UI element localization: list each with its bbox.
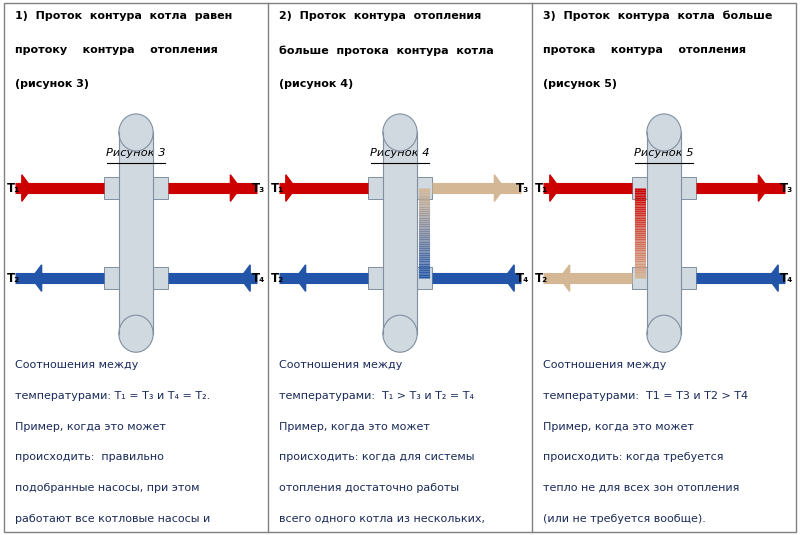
Text: T₃: T₃ — [252, 181, 266, 195]
Polygon shape — [22, 175, 32, 201]
Text: T₂: T₂ — [534, 272, 548, 285]
Text: Соотношения между: Соотношения между — [278, 360, 402, 370]
Text: T₂: T₂ — [270, 272, 284, 285]
Polygon shape — [768, 265, 778, 292]
Text: Пример, когда это может: Пример, когда это может — [14, 422, 166, 432]
Ellipse shape — [119, 315, 153, 352]
Text: Соотношения между: Соотношения между — [14, 360, 138, 370]
Polygon shape — [560, 265, 570, 292]
Text: T₃: T₃ — [516, 181, 530, 195]
Text: (или не требуется вообще).: (или не требуется вообще). — [542, 514, 706, 524]
Text: T₁: T₁ — [6, 181, 20, 195]
Bar — [104, 267, 119, 289]
Polygon shape — [758, 175, 768, 201]
Polygon shape — [230, 175, 240, 201]
Bar — [383, 133, 417, 334]
Text: Пример, когда это может: Пример, когда это может — [278, 422, 430, 432]
Text: всего одного котла из нескольких,: всего одного котла из нескольких, — [278, 514, 485, 524]
Text: температурами:  Т₁ > Т₃ и Т₂ = Т₄: температурами: Т₁ > Т₃ и Т₂ = Т₄ — [278, 391, 474, 401]
Text: Рисунок 4: Рисунок 4 — [370, 148, 430, 158]
Bar — [104, 177, 119, 199]
Text: Соотношения между: Соотношения между — [542, 360, 666, 370]
Text: протоку    контура    отопления: протоку контура отопления — [14, 45, 218, 55]
Polygon shape — [240, 265, 250, 292]
Text: T₃: T₃ — [780, 181, 794, 195]
Bar — [368, 267, 383, 289]
Text: происходить: когда для системы: происходить: когда для системы — [278, 453, 474, 462]
Bar — [647, 133, 681, 334]
Text: происходить: когда требуется: происходить: когда требуется — [542, 453, 723, 462]
Bar — [119, 133, 153, 334]
Text: 3)  Проток  контура  котла  больше: 3) Проток контура котла больше — [542, 11, 772, 21]
Bar — [153, 177, 168, 199]
Polygon shape — [286, 175, 296, 201]
Bar — [417, 267, 432, 289]
Ellipse shape — [647, 315, 681, 352]
Text: 1)  Проток  контура  котла  равен: 1) Проток контура котла равен — [14, 11, 232, 21]
Ellipse shape — [119, 114, 153, 151]
Polygon shape — [494, 175, 504, 201]
Text: T₁: T₁ — [534, 181, 548, 195]
Polygon shape — [550, 175, 560, 201]
Text: Пример, когда это может: Пример, когда это может — [542, 422, 694, 432]
Text: T₂: T₂ — [6, 272, 20, 285]
Text: T₄: T₄ — [516, 272, 530, 285]
Bar — [632, 267, 647, 289]
Text: происходить:  правильно: происходить: правильно — [14, 453, 163, 462]
Text: тепло не для всех зон отопления: тепло не для всех зон отопления — [542, 483, 739, 493]
Text: T₁: T₁ — [270, 181, 284, 195]
Ellipse shape — [383, 114, 417, 151]
Text: отопления достаточно работы: отопления достаточно работы — [278, 483, 458, 493]
Text: (рисунок 5): (рисунок 5) — [542, 80, 617, 89]
Bar — [153, 267, 168, 289]
Text: температурами: Т₁ = Т₃ и Т₄ = Т₂.: температурами: Т₁ = Т₃ и Т₄ = Т₂. — [14, 391, 210, 401]
Text: температурами:  T1 = T3 и T2 > T4: температурами: T1 = T3 и T2 > T4 — [542, 391, 748, 401]
Text: T₄: T₄ — [252, 272, 266, 285]
Bar — [417, 177, 432, 199]
Text: Рисунок 3: Рисунок 3 — [106, 148, 166, 158]
Bar — [681, 267, 696, 289]
Bar — [368, 177, 383, 199]
Text: больше  протока  контура  котла: больше протока контура котла — [278, 45, 494, 56]
Bar — [632, 177, 647, 199]
Text: (рисунок 4): (рисунок 4) — [278, 80, 353, 89]
Text: Рисунок 5: Рисунок 5 — [634, 148, 694, 158]
Polygon shape — [504, 265, 514, 292]
Text: T₄: T₄ — [780, 272, 794, 285]
Bar — [681, 177, 696, 199]
Polygon shape — [296, 265, 306, 292]
Text: работают все котловые насосы и: работают все котловые насосы и — [14, 514, 210, 524]
Text: 2)  Проток  контура  отопления: 2) Проток контура отопления — [278, 11, 481, 21]
Ellipse shape — [383, 315, 417, 352]
Text: протока    контура    отопления: протока контура отопления — [542, 45, 746, 55]
Text: (рисунок 3): (рисунок 3) — [14, 80, 89, 89]
Text: подобранные насосы, при этом: подобранные насосы, при этом — [14, 483, 199, 493]
Polygon shape — [32, 265, 42, 292]
Ellipse shape — [647, 114, 681, 151]
